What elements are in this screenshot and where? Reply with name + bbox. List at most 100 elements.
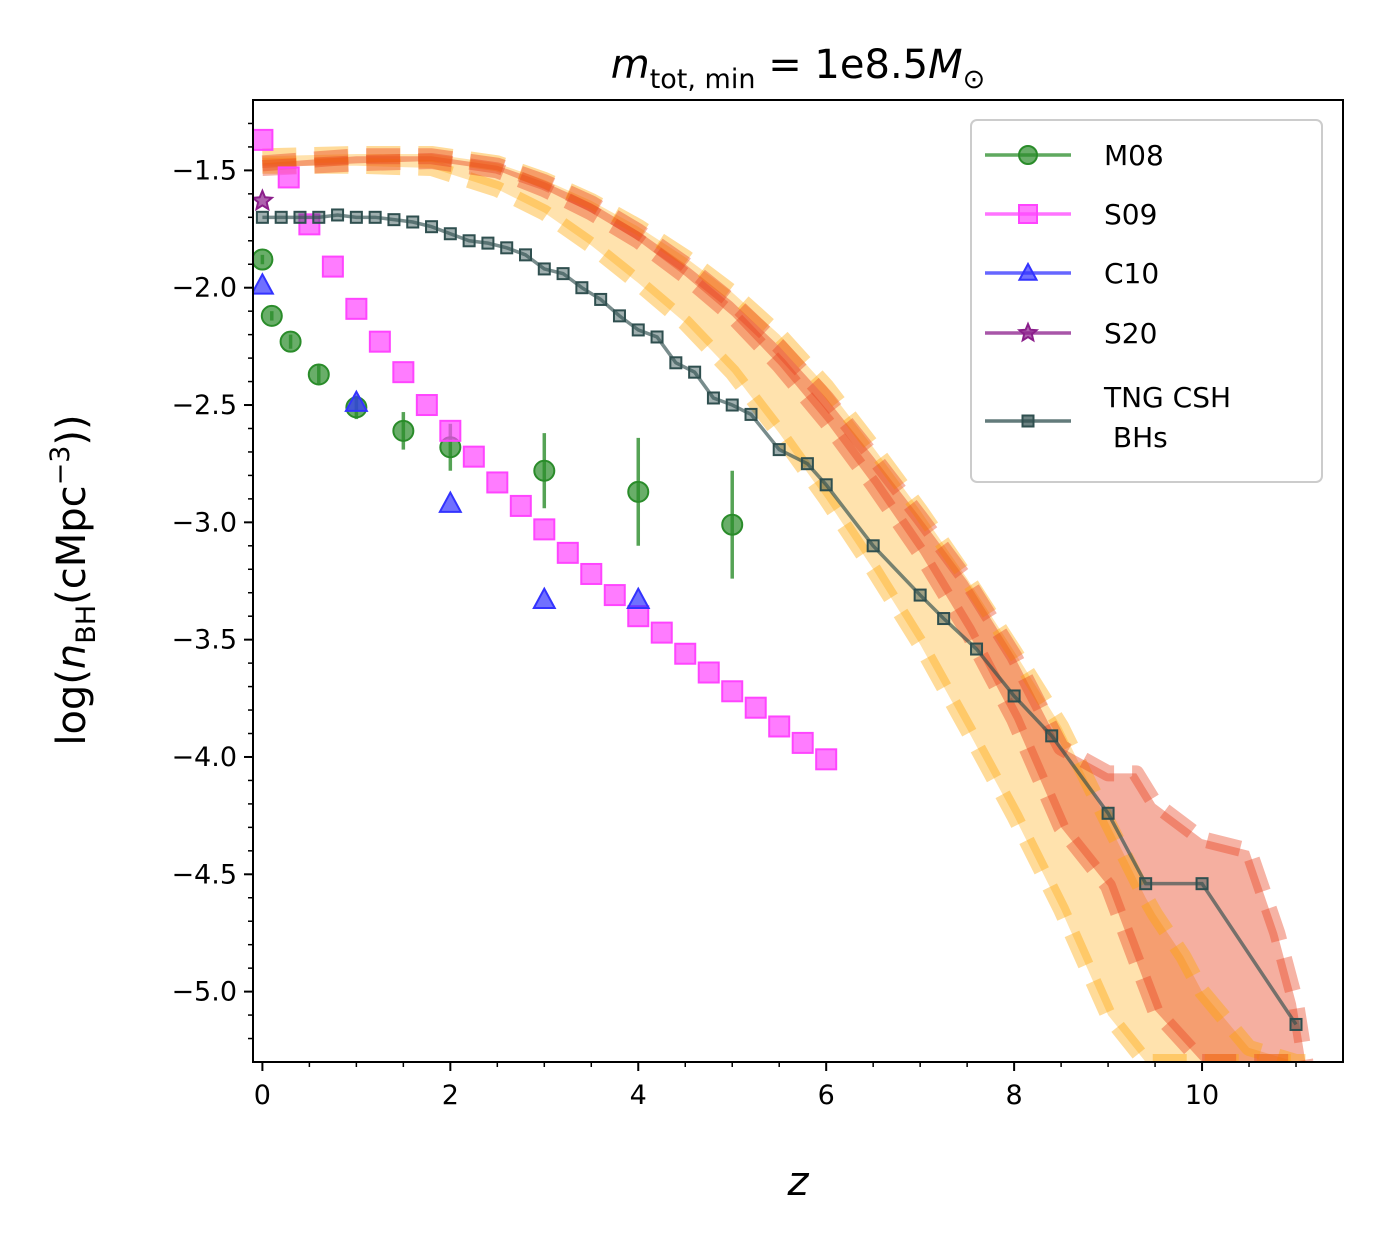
m08-point — [627, 480, 650, 503]
s09-point — [627, 605, 650, 628]
s09-point — [509, 494, 532, 517]
tng-csh-bhs-point — [913, 588, 927, 602]
s09-point — [321, 255, 344, 278]
s09-point — [486, 471, 509, 494]
tng-csh-bhs-point — [537, 262, 551, 276]
tng-csh-bhs-point — [1007, 689, 1021, 703]
s09-point — [533, 518, 556, 541]
m08-point — [392, 419, 415, 442]
s09-point — [721, 680, 744, 703]
s09-point — [556, 541, 579, 564]
s09-point — [368, 330, 391, 353]
c10-point — [532, 586, 557, 610]
tng-csh-bhs-point — [500, 241, 514, 255]
m08-point — [721, 513, 744, 536]
x-tick-label: 6 — [818, 1080, 835, 1111]
legend-marker — [1021, 414, 1035, 428]
c10-point — [626, 586, 651, 610]
x-tick-label: 10 — [1185, 1080, 1219, 1111]
tng-csh-bhs-point — [575, 281, 589, 295]
legend: M08 S09 C10 S20 TNG CSH BHs — [970, 119, 1323, 483]
s09-point — [768, 715, 791, 738]
tng-csh-bhs-point — [387, 213, 401, 227]
legend-marker — [1018, 204, 1038, 224]
tng-csh-bhs-point — [556, 267, 570, 281]
x-axis-ticks: 0 2 4 6 8 10 — [254, 1062, 1297, 1111]
s09-point — [392, 361, 415, 384]
y-tick-label: −2.0 — [171, 273, 237, 304]
legend-label: M08 — [1104, 139, 1164, 172]
tng-csh-bhs-point — [349, 210, 363, 224]
tng-csh-bhs-point — [406, 215, 420, 229]
c10-point — [253, 272, 275, 295]
legend-marker — [1017, 261, 1039, 281]
s09-point — [697, 661, 720, 684]
red-band-edge — [261, 153, 1306, 1062]
tng-csh-bhs-point — [1195, 877, 1209, 891]
y-axis-label: log(nBH(cMpc−3)) — [45, 414, 102, 745]
s09-point — [744, 696, 767, 719]
s09-point — [791, 731, 814, 754]
m08-point — [307, 363, 330, 386]
tng-csh-bhs-point — [744, 407, 758, 421]
tng-csh-bhs-point — [425, 220, 439, 234]
legend-marker — [1016, 321, 1040, 343]
s09-point — [580, 562, 603, 585]
x-tick-label: 2 — [442, 1080, 459, 1111]
tng-csh-bhs-point — [866, 539, 880, 553]
x-tick-label: 8 — [1006, 1080, 1023, 1111]
tng-csh-bhs-point — [772, 443, 786, 457]
m08-point — [253, 248, 274, 271]
c10-point — [344, 389, 369, 412]
orange-band-edge — [262, 145, 1306, 1062]
tng-csh-bhs-point — [274, 210, 288, 224]
y-tick-label: −2.5 — [171, 390, 237, 421]
tng-csh-bhs-point — [1139, 877, 1153, 891]
legend-label: C10 — [1104, 257, 1159, 290]
tng-csh-bhs-point — [331, 208, 345, 222]
shaded-bands — [261, 145, 1314, 1062]
y-tick-label: −1.5 — [171, 155, 237, 186]
tng-line — [262, 213, 1298, 1026]
s09-point — [298, 213, 321, 236]
x-tick-label: 4 — [630, 1080, 647, 1111]
s09-point — [462, 445, 485, 468]
tng-csh-bhs-point — [688, 365, 702, 379]
tng-csh-bhs-point — [519, 248, 532, 262]
orange-band-edge — [262, 157, 1306, 1062]
tng-csh-bhs-point — [594, 292, 608, 306]
c10-point — [438, 490, 463, 513]
s09-point — [253, 128, 274, 151]
s09-point — [415, 394, 438, 417]
tng-csh-bhs-point — [368, 210, 382, 224]
tng-csh-bhs-point — [937, 612, 951, 626]
m08-point — [533, 459, 556, 482]
tng-csh-bhs-point — [725, 398, 739, 412]
tng-csh-bhs-point — [312, 210, 326, 224]
s09-point — [277, 166, 300, 189]
tng-csh-bhs-point — [650, 330, 664, 344]
tng-csh-bhs-point — [255, 210, 269, 224]
y-axis-ticks: −1.5 −2.0 −2.5 −3.0 −3.5 −4.0 −4.5 −5.0 — [171, 122, 253, 1040]
s20-point — [253, 188, 275, 212]
s09-point — [815, 748, 838, 771]
red-band-edge — [261, 148, 1314, 1062]
legend-label: TNG CSH BHs — [1103, 381, 1231, 454]
legend-label: S20 — [1104, 317, 1157, 350]
y-tick-label: −4.5 — [171, 859, 237, 890]
tng-csh-bhs-point — [481, 236, 495, 250]
legend-label: S09 — [1104, 198, 1157, 231]
x-axis-label: z — [787, 1159, 810, 1205]
chart-title: mtot, min = 1e8.5M⊙ — [611, 42, 986, 95]
s09-point — [439, 419, 462, 442]
tng-csh-bhs-point — [443, 227, 457, 241]
plot-frame — [252, 99, 1344, 1063]
s09-point — [603, 584, 626, 607]
tng-csh-bhs-point — [462, 234, 476, 248]
tng-csh-bhs-point — [819, 478, 833, 492]
series-layer — [253, 128, 1303, 1031]
tng-csh-bhs-point — [631, 323, 645, 337]
s09-point — [345, 297, 368, 320]
s09-point — [674, 642, 697, 665]
